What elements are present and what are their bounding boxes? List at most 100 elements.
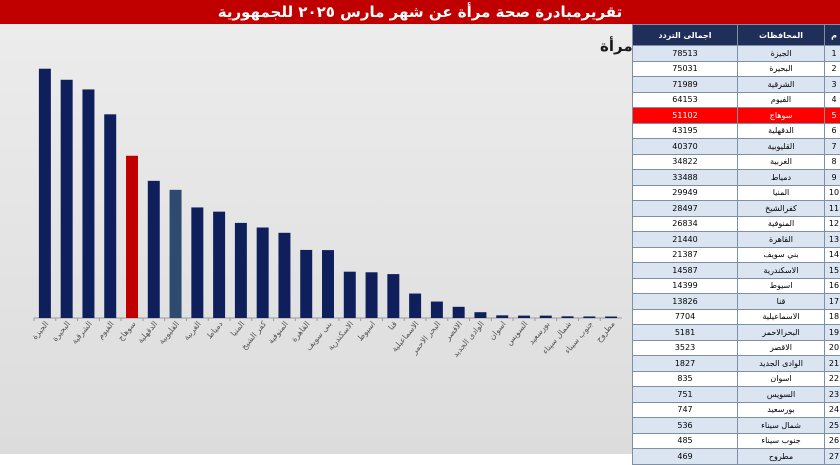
- cell-total-visits: 26834: [633, 216, 738, 232]
- cell-index: 23: [825, 387, 840, 403]
- cell-total-visits: 5181: [633, 325, 738, 341]
- cell-index: 1: [825, 46, 840, 62]
- header-governorate: المحافظات: [738, 25, 825, 46]
- chart-bar: [562, 316, 574, 318]
- cell-total-visits: 64153: [633, 92, 738, 108]
- cell-total-visits: 78513: [633, 46, 738, 62]
- x-tick-label: الدقهلية: [136, 320, 159, 345]
- chart-bar: [126, 156, 138, 318]
- cell-index: 27: [825, 449, 840, 465]
- cell-index: 19: [825, 325, 840, 341]
- cell-total-visits: 485: [633, 433, 738, 449]
- chart-bar: [409, 294, 421, 318]
- x-tick-label: اسوان: [487, 320, 507, 342]
- cell-governorate: البحيرة: [738, 61, 825, 77]
- x-tick-label: الغربية: [182, 320, 203, 343]
- cell-total-visits: 747: [633, 402, 738, 418]
- cell-index: 8: [825, 154, 840, 170]
- cell-governorate: جنوب سيناء: [738, 433, 825, 449]
- x-tick-label: سوهاج: [116, 319, 138, 342]
- cell-total-visits: 751: [633, 387, 738, 403]
- cell-total-visits: 3523: [633, 340, 738, 356]
- cell-index: 4: [825, 92, 840, 108]
- cell-governorate: القاهرة: [738, 232, 825, 248]
- cell-governorate: مطروح: [738, 449, 825, 465]
- header-index: م: [825, 25, 840, 46]
- chart-bar: [540, 316, 552, 318]
- cell-index: 12: [825, 216, 840, 232]
- chart-title: ترددات مبادرة صحة مرأة: [600, 36, 632, 55]
- cell-total-visits: 75031: [633, 61, 738, 77]
- cell-total-visits: 14399: [633, 278, 738, 294]
- cell-index: 26: [825, 433, 840, 449]
- cell-governorate: الجيزة: [738, 46, 825, 62]
- cell-total-visits: 21440: [633, 232, 738, 248]
- chart-bar: [170, 190, 182, 318]
- x-tick-label: المنوفية: [266, 320, 290, 346]
- cell-total-visits: 13826: [633, 294, 738, 310]
- chart-bar: [300, 250, 312, 318]
- cell-total-visits: 51102: [633, 108, 738, 124]
- cell-total-visits: 34822: [633, 154, 738, 170]
- cell-index: 11: [825, 201, 840, 217]
- header-total-visits: اجمالى التردد: [633, 25, 738, 46]
- cell-total-visits: 21387: [633, 247, 738, 263]
- x-tick-label: اسيوط: [355, 320, 377, 343]
- cell-index: 3: [825, 77, 840, 93]
- cell-index: 16: [825, 278, 840, 294]
- chart-bar: [322, 250, 334, 318]
- cell-total-visits: 1827: [633, 356, 738, 372]
- x-tick-label: الاقصر: [443, 320, 465, 343]
- chart-bar: [518, 316, 530, 318]
- cell-governorate: الدقهلية: [738, 123, 825, 139]
- chart-bar: [453, 307, 465, 318]
- report-title: تقريرمبادرة صحة مرأة عن شهر مارس ٢٠٢٥ لل…: [0, 0, 840, 24]
- chart-bar: [191, 207, 203, 318]
- cell-governorate: الاقصر: [738, 340, 825, 356]
- cell-index: 6: [825, 123, 840, 139]
- cell-total-visits: 33488: [633, 170, 738, 186]
- cell-governorate: الاسماعيلية: [738, 309, 825, 325]
- cell-governorate: السويس: [738, 387, 825, 403]
- cell-index: 2: [825, 61, 840, 77]
- x-tick-label: الشرقية: [70, 320, 94, 346]
- x-tick-label: القليوبية: [157, 320, 181, 346]
- cell-total-visits: 7704: [633, 309, 738, 325]
- cell-total-visits: 469: [633, 449, 738, 465]
- chart-bar: [278, 233, 290, 318]
- cell-governorate: الغربية: [738, 154, 825, 170]
- cell-index: 17: [825, 294, 840, 310]
- bar-chart: ترددات مبادرة صحة مرأةالجيزةالبحيرةالشرق…: [0, 24, 632, 454]
- chart-bar: [39, 69, 51, 318]
- chart-bar: [605, 317, 617, 318]
- cell-total-visits: 536: [633, 418, 738, 434]
- cell-total-visits: 43195: [633, 123, 738, 139]
- cell-index: 7: [825, 139, 840, 155]
- cell-index: 15: [825, 263, 840, 279]
- cell-governorate: سوهاج: [738, 108, 825, 124]
- cell-governorate: شمال سيناء: [738, 418, 825, 434]
- x-tick-label: السويس: [504, 320, 529, 348]
- cell-total-visits: 71989: [633, 77, 738, 93]
- chart-bar: [583, 316, 595, 318]
- cell-index: 22: [825, 371, 840, 387]
- cell-governorate: دمياط: [738, 170, 825, 186]
- cell-governorate: الشرقية: [738, 77, 825, 93]
